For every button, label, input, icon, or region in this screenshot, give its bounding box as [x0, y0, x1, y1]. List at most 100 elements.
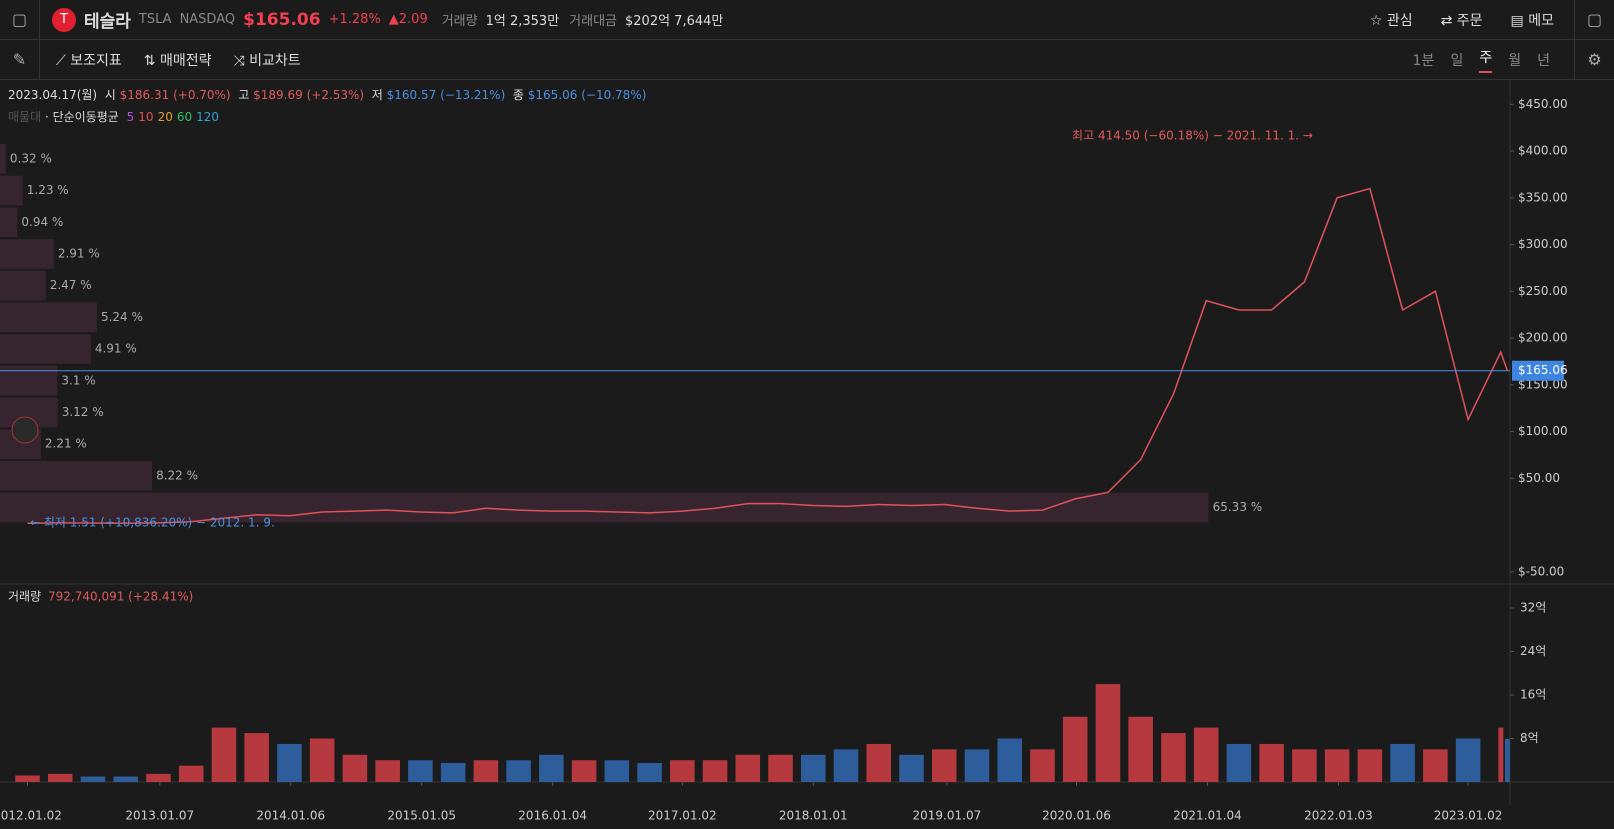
profile-label: 매물대 — [8, 110, 42, 124]
volume-title: 거래량 — [8, 590, 41, 604]
volume-bar — [244, 733, 269, 782]
period[interactable]: 년 — [1537, 52, 1550, 69]
volume-bar — [440, 762, 466, 782]
volume-bar — [80, 776, 106, 782]
x-tick-label: 2014.01.06 — [256, 809, 325, 823]
volume-profile-label: 1.23 % — [27, 183, 69, 197]
volume-bar — [571, 760, 597, 782]
period[interactable]: 월 — [1508, 52, 1522, 69]
volume-bar — [735, 754, 761, 782]
x-tick-label: 2016.01.04 — [518, 809, 587, 823]
volume-profile-bar — [0, 207, 18, 238]
volume-bar — [1030, 749, 1055, 782]
y-tick-label: $150.00 — [1518, 377, 1568, 391]
volume-profile-label: 2.91 % — [58, 246, 100, 260]
y-tick-label: 16억 — [1520, 687, 1546, 701]
close-label: 종 — [512, 88, 524, 102]
ticker: TSLA — [138, 12, 172, 27]
volume-bar — [178, 765, 204, 782]
volume-profile-bar — [0, 175, 23, 206]
close: $165.06 (−10.78%) — [527, 88, 647, 102]
logo: T — [52, 7, 76, 32]
volume-bar — [1259, 743, 1284, 782]
low: $160.57 (−13.21%) — [386, 88, 506, 102]
panel-toggle[interactable]: ▢ — [1574, 0, 1614, 40]
volume-profile-label: 8.22 % — [156, 468, 198, 482]
y-tick-label: $300.00 — [1518, 237, 1568, 251]
tool-label: 비교차트 — [249, 52, 301, 69]
volume-bar — [539, 754, 564, 782]
open: $186.31 (+0.70%) — [119, 88, 231, 102]
settings[interactable]: ⚙ — [1574, 39, 1614, 80]
y-tick-label: $100.00 — [1518, 424, 1568, 438]
volume-bar — [375, 760, 400, 782]
volume-bar — [113, 776, 139, 782]
high-annotation: 최고 414.50 (−60.18%) − 2021. 11. 1. → — [1072, 129, 1313, 143]
x-tick-label: 2017.01.02 — [648, 809, 717, 823]
volume-bar — [702, 760, 728, 782]
volume-bar — [768, 754, 793, 782]
tool[interactable]: ⇅ 매매전략 — [143, 52, 212, 69]
volume-bar — [408, 760, 433, 782]
volume-profile-bar — [0, 144, 6, 174]
action[interactable]: ☆ 관심 — [1369, 12, 1413, 29]
y-tick-label: $250.00 — [1518, 284, 1568, 298]
x-tick-label: 2020.01.06 — [1042, 809, 1111, 823]
ma-title: · 단순이동평균 — [44, 110, 119, 124]
action-label: 주문 — [1456, 12, 1483, 29]
volume-profile-label: 3.12 % — [62, 405, 104, 419]
volume-profile-bar — [0, 239, 54, 269]
volume-bar — [964, 749, 990, 782]
volume-bar — [277, 743, 302, 782]
low-annotation: ← 최저 1.51 (+10,836.20%) − 2012. 1. 9. — [30, 516, 275, 530]
volume-profile-label: 0.94 % — [21, 215, 63, 229]
volume-profile-label: 5.24 % — [101, 310, 143, 324]
volume-bar — [47, 773, 73, 782]
draw-tool[interactable]: ✎ — [0, 39, 40, 80]
chart: 0.32 % 1.23 % 0.94 % 2.91 % 2.47 % 5.24 % 4.91… — [0, 80, 1614, 823]
price-line — [27, 187, 1509, 524]
volume-bar — [670, 760, 695, 782]
stock-name: 테슬라 — [84, 12, 131, 32]
action[interactable]: ▤ 메모 — [1510, 12, 1554, 29]
tool[interactable]: ⤨ 비교차트 — [233, 52, 301, 69]
volume-bar — [473, 760, 499, 782]
volume-profile-label: 2.47 % — [50, 278, 92, 292]
sidebar-toggle[interactable]: ▢ — [0, 0, 40, 40]
ma-legend: 10 — [138, 110, 154, 124]
volume-profile-bar — [0, 492, 1209, 523]
price: $165.06 — [243, 9, 321, 30]
volume-profile-bar — [0, 334, 91, 364]
y-tick-label: $450.00 — [1518, 97, 1568, 111]
low-label: 저 — [371, 88, 383, 102]
period[interactable]: 일 — [1450, 52, 1464, 69]
amount: $202억 7,644만 — [625, 14, 724, 29]
ma-legend: 60 — [176, 110, 193, 124]
tool-label: 보조지표 — [70, 52, 122, 69]
volume-bar — [146, 773, 171, 782]
nav-button[interactable] — [11, 416, 39, 444]
volume-bar — [931, 749, 957, 782]
period[interactable]: 1분 — [1412, 52, 1435, 69]
volume-bar — [1292, 749, 1317, 782]
volume-profile-label: 3.1 % — [61, 373, 95, 387]
volume-bar — [342, 754, 368, 782]
exchange: NASDAQ — [179, 12, 236, 27]
period[interactable]: 주 — [1479, 47, 1493, 73]
action[interactable]: ⇄ 주문 — [1440, 12, 1483, 29]
volume-profile-bar — [0, 302, 97, 333]
open-label: 시 — [104, 88, 116, 102]
high-label: 고 — [238, 88, 250, 102]
volume-bar — [1193, 727, 1219, 782]
x-tick-label: 2012.01.02 — [0, 809, 62, 823]
volume-bar — [1357, 749, 1383, 782]
x-tick-label: 2023.01.02 — [1434, 809, 1503, 823]
y-tick-label: $350.00 — [1518, 190, 1568, 204]
ma-legend: 5 — [126, 110, 135, 124]
volume-bar — [801, 754, 826, 782]
current-price-label: $165.06 — [1518, 363, 1568, 377]
tool[interactable]: ⟋ 보조지표 — [56, 52, 122, 69]
x-tick-label: 2013.01.07 — [125, 809, 194, 823]
high: $189.69 (+2.53%) — [253, 88, 365, 102]
current-price-box — [1512, 360, 1564, 381]
